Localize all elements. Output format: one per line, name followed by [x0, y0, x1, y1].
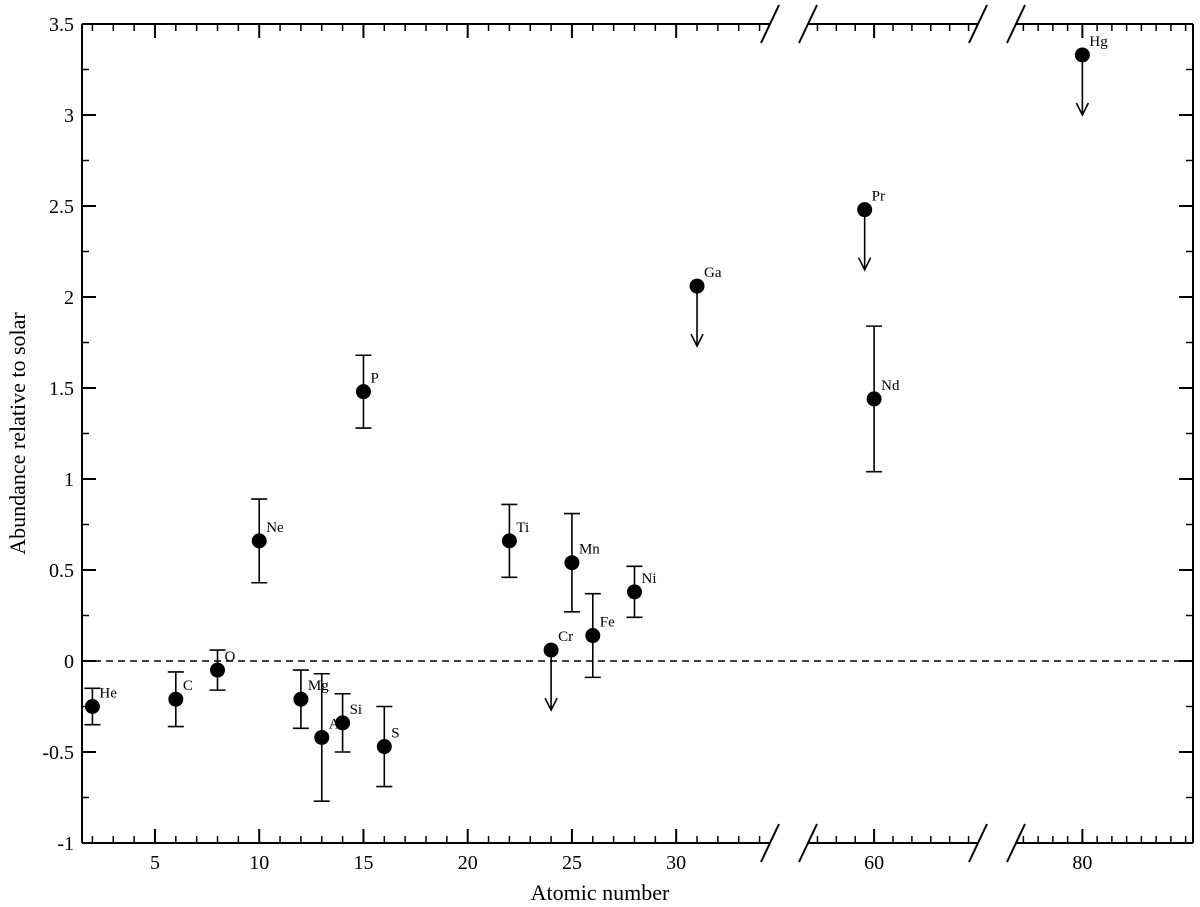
- data-point-nd: Nd: [866, 325, 900, 473]
- point-label: Ni: [641, 571, 656, 587]
- x-tick-label: 60: [864, 852, 884, 874]
- data-point-pr: Pr: [857, 189, 885, 272]
- y-tick-label: 0.5: [49, 560, 74, 582]
- marker: [293, 691, 309, 707]
- data-point-ti: Ti: [501, 503, 529, 579]
- y-axis-title: Abundance relative to solar: [5, 312, 30, 555]
- y-tick-label: 1.5: [49, 378, 74, 400]
- upper-limit-arrow-head: [1075, 102, 1090, 117]
- y-tick-label: 2.5: [49, 196, 74, 218]
- point-label: He: [99, 686, 117, 702]
- marker: [168, 691, 184, 707]
- marker: [84, 699, 100, 714]
- point-label: Ga: [704, 265, 722, 281]
- data-point-hg: Hg: [1074, 34, 1108, 117]
- data-points: HeCONeMgAlSiPSTiCrMnFeNiGaPrNdHg: [84, 34, 1108, 802]
- y-tick-label: 3: [64, 105, 74, 127]
- axis-break-mark: [968, 823, 988, 863]
- marker: [585, 628, 601, 644]
- x-tick-label: 15: [353, 852, 373, 874]
- x-tick-label: 30: [666, 852, 686, 874]
- axis-break-mark: [760, 4, 780, 44]
- data-point-cr: Cr: [543, 629, 573, 712]
- data-point-o: O: [209, 649, 236, 691]
- data-point-si: Si: [334, 692, 363, 753]
- marker: [626, 584, 642, 600]
- marker: [251, 533, 267, 549]
- point-label: Ti: [516, 520, 529, 536]
- y-tick-label: -0.5: [42, 742, 74, 764]
- data-point-s: S: [376, 705, 400, 788]
- data-point-mn: Mn: [563, 512, 600, 613]
- marker: [314, 729, 330, 745]
- y-axis: -1 -0.5 0 0.5 1 1.5 2 2.5 3 3.5: [42, 14, 1193, 855]
- marker: [501, 533, 517, 549]
- marker: [335, 715, 351, 731]
- marker: [866, 391, 882, 407]
- point-label: Cr: [558, 629, 573, 645]
- upper-limit-arrow-head: [544, 697, 558, 712]
- upper-limit-arrow-head: [690, 333, 704, 348]
- y-tick-label: 1: [64, 469, 74, 491]
- axis-break-mark: [968, 4, 988, 44]
- point-label: Si: [350, 702, 363, 718]
- marker: [355, 384, 371, 400]
- x-tick-label: 10: [249, 852, 269, 874]
- y-tick-label: 2: [64, 287, 74, 309]
- upper-limit-arrow-head: [857, 257, 872, 272]
- axis-break-mark: [1006, 4, 1026, 44]
- axis-break-mark: [798, 823, 818, 863]
- x-tick-label: 25: [562, 852, 582, 874]
- marker: [210, 662, 226, 678]
- point-label: P: [370, 371, 378, 387]
- x-axis-title: Atomic number: [531, 880, 670, 905]
- data-point-fe: Fe: [584, 592, 615, 679]
- point-label: Hg: [1089, 34, 1108, 50]
- axis-break-mark: [798, 4, 818, 44]
- data-point-ni: Ni: [626, 565, 656, 619]
- marker: [857, 202, 873, 218]
- point-label: Mn: [579, 542, 600, 558]
- point-label: Ne: [266, 520, 284, 536]
- marker: [376, 739, 392, 755]
- data-point-ga: Ga: [689, 265, 722, 348]
- point-label: S: [391, 726, 399, 742]
- y-tick-label: -1: [57, 833, 74, 855]
- point-label: Pr: [872, 189, 885, 205]
- data-point-he: He: [84, 686, 117, 726]
- data-point-c: C: [167, 671, 193, 728]
- x-tick-label: 20: [458, 852, 478, 874]
- y-tick-label: 3.5: [49, 14, 74, 36]
- marker: [543, 642, 559, 658]
- point-label: Nd: [881, 378, 900, 394]
- x-axis: 5 10 15 20 25 30 60 80: [91, 24, 1187, 874]
- marker: [564, 555, 580, 571]
- axis-break-mark: [1006, 823, 1026, 863]
- x-tick-label: 5: [150, 852, 160, 874]
- axis-break-mark: [760, 823, 780, 863]
- x-tick-label: 80: [1072, 852, 1092, 874]
- data-point-ne: Ne: [251, 498, 284, 584]
- y-tick-label: 0: [64, 651, 74, 673]
- point-label: Fe: [600, 615, 615, 631]
- point-label: Mg: [308, 678, 329, 694]
- data-point-p: P: [355, 354, 379, 429]
- data-point-mg: Mg: [292, 669, 329, 730]
- plot-frame: [81, 4, 1194, 863]
- point-label: C: [183, 678, 193, 694]
- marker: [689, 278, 705, 294]
- point-label: O: [225, 649, 236, 665]
- marker: [1074, 47, 1090, 63]
